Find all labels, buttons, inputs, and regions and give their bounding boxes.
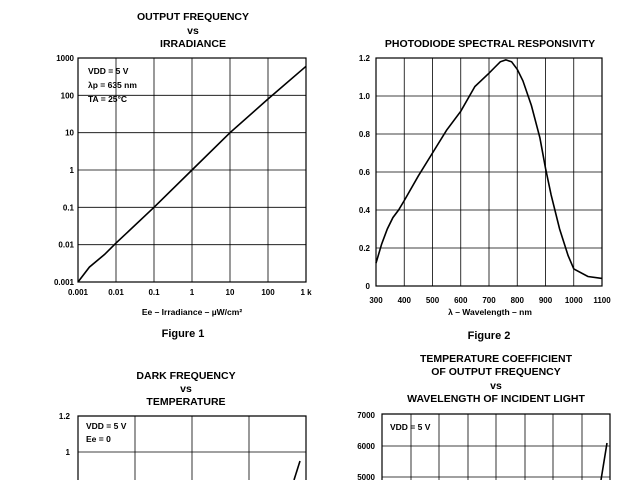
chart2-y-tick-label: 1.2	[359, 54, 371, 63]
chart2-x-tick-label: 500	[426, 296, 440, 305]
chart1-x-axis-label: Ee – Irradiance – µW/cm²	[142, 307, 242, 317]
chart4-title-line3: vs	[490, 380, 502, 392]
chart2-x-tick-label: 1100	[593, 296, 611, 305]
chart3-title-line2: vs	[180, 383, 192, 395]
chart1-y-tick-labels: 1000 100 10 1 0.1 0.01 0.001	[54, 54, 75, 287]
chart1-x-tick-labels: 0.001 0.01 0.1 1 10 100 1 k	[68, 288, 312, 297]
chart3-title-line1: DARK FREQUENCY	[136, 370, 235, 382]
chart4-title-line1: TEMPERATURE COEFFICIENT	[420, 353, 573, 365]
chart2-x-tick-label: 800	[511, 296, 525, 305]
chart1-x-tick-label: 1	[190, 288, 195, 297]
chart1-x-tick-label: 0.001	[68, 288, 89, 297]
chart-spectral-responsivity: PHOTODIODE SPECTRAL RESPONSIVITY 1.2 1.0 0…	[359, 38, 611, 342]
chart4-y-tick-label: 6000	[357, 442, 375, 451]
chart4-y-tick-label: 7000	[357, 411, 375, 420]
chart1-x-tick-label: 0.01	[108, 288, 124, 297]
chart1-y-tick-label: 1000	[56, 54, 74, 63]
chart1-y-tick-label: 0.001	[54, 278, 75, 287]
chart2-y-tick-label: 0	[366, 282, 371, 291]
chart2-x-tick-label: 700	[482, 296, 496, 305]
chart2-x-tick-label: 1000	[565, 296, 583, 305]
chart4-title-line2: OF OUTPUT FREQUENCY	[431, 366, 561, 378]
chart1-grid	[78, 58, 306, 282]
chart2-frame	[375, 57, 603, 287]
chart3-y-tick-label: 1	[66, 448, 71, 457]
figure-1-label: Figure 1	[162, 328, 205, 340]
chart2-y-tick-labels: 1.2 1.0 0.8 0.6 0.4 0.2 0	[359, 54, 371, 291]
chart1-frame	[77, 57, 307, 283]
chart1-x-tick-label: 1 k	[300, 288, 312, 297]
chart3-title-line3: TEMPERATURE	[146, 396, 225, 408]
chart1-x-tick-label: 10	[226, 288, 235, 297]
chart4-y-tick-label: 5000	[357, 473, 375, 480]
chart1-annotation-temp: TA = 25°C	[88, 94, 127, 104]
chart1-y-tick-label: 0.01	[58, 241, 74, 250]
chart1-series-line	[77, 65, 307, 283]
chart2-title: PHOTODIODE SPECTRAL RESPONSIVITY	[385, 38, 595, 50]
chart3-series-line	[293, 460, 301, 480]
chart1-y-tick-label: 0.1	[63, 203, 75, 212]
chart-dark-frequency: DARK FREQUENCY vs TEMPERATURE 1.2 1 VDD …	[59, 370, 307, 480]
chart1-x-tick-label: 0.1	[148, 288, 160, 297]
chart1-y-tick-label: 10	[65, 129, 74, 138]
chart1-y-tick-label: 1	[70, 166, 75, 175]
chart-temperature-coefficient: TEMPERATURE COEFFICIENT OF OUTPUT FREQUE…	[357, 353, 611, 480]
chart3-y-tick-label: 1.2	[59, 412, 71, 421]
chart2-x-axis-label: λ – Wavelength – nm	[448, 307, 532, 317]
chart2-x-tick-label: 300	[369, 296, 383, 305]
chart4-series-line	[600, 442, 608, 480]
chart2-y-tick-label: 0.6	[359, 168, 371, 177]
chart2-x-tick-labels: 300 400 500 600 700 800 900 1000 1100	[369, 296, 611, 305]
chart2-series-line	[375, 59, 603, 280]
chart3-annotation-vdd: VDD = 5 V	[86, 421, 127, 431]
chart2-grid	[376, 58, 602, 286]
chart4-annotation-vdd: VDD = 5 V	[390, 422, 431, 432]
chart1-title-line3: IRRADIANCE	[160, 38, 226, 50]
chart1-y-tick-label: 100	[61, 91, 75, 100]
chart1-annotation-lambda: λp = 635 nm	[88, 80, 137, 90]
chart2-y-tick-label: 0.4	[359, 206, 371, 215]
chart1-annotation-vdd: VDD = 5 V	[88, 66, 129, 76]
figure-2-label: Figure 2	[468, 330, 511, 342]
chart2-x-tick-label: 900	[539, 296, 553, 305]
chart2-y-tick-label: 0.2	[359, 244, 371, 253]
chart2-y-tick-label: 1.0	[359, 92, 371, 101]
chart2-x-tick-label: 400	[398, 296, 412, 305]
chart1-x-tick-label: 100	[261, 288, 275, 297]
chart2-x-tick-label: 600	[454, 296, 468, 305]
chart1-title-line1: OUTPUT FREQUENCY	[137, 11, 249, 23]
chart4-title-line4: WAVELENGTH OF INCIDENT LIGHT	[407, 393, 585, 405]
chart-output-frequency: OUTPUT FREQUENCY vs IRRADIANCE 100010010…	[54, 11, 312, 340]
chart1-title-line2: vs	[187, 25, 199, 37]
chart3-annotation-ee: Ee = 0	[86, 434, 111, 444]
chart2-y-tick-label: 0.8	[359, 130, 371, 139]
